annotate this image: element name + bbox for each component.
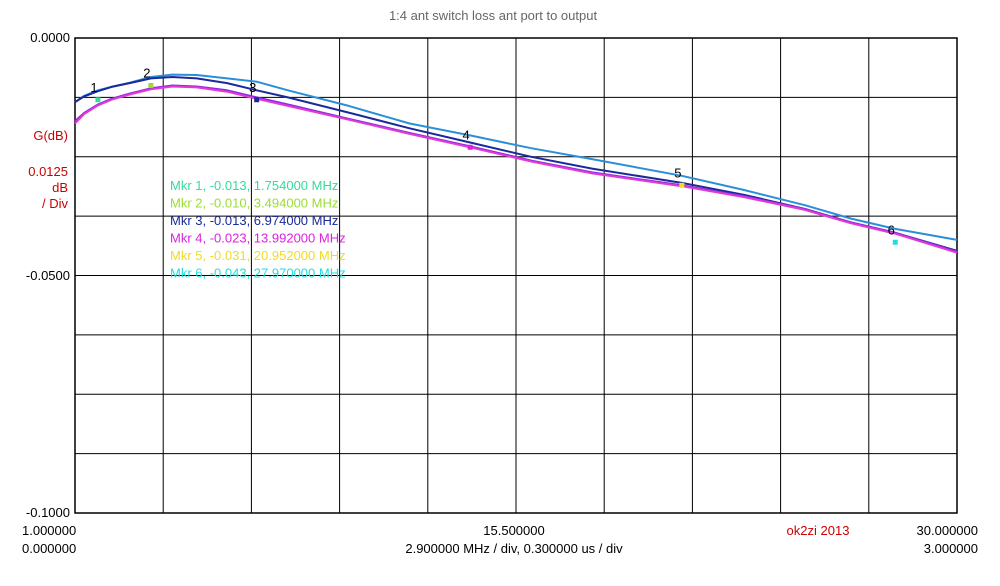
- credit-label: ok2zi 2013: [787, 523, 850, 538]
- x-division-label: 2.900000 MHz / div, 0.300000 us / div: [405, 541, 623, 556]
- marker-number-2: 2: [143, 66, 150, 81]
- marker-number-3: 3: [249, 80, 256, 95]
- x-start-time: 0.000000: [22, 541, 76, 556]
- y-scale-value: 0.0125: [28, 164, 68, 179]
- marker-legend: Mkr 1, -0.013, 1.754000 MHz Mkr 2, -0.010…: [170, 178, 346, 281]
- marker-point-5: [679, 182, 685, 188]
- marker-legend-entry-1: Mkr 1, -0.013, 1.754000 MHz: [170, 178, 338, 193]
- trace-line-4: [74, 85, 958, 254]
- marker-point-2: [148, 83, 154, 88]
- y-tick-top: 0.0000: [30, 30, 70, 45]
- marker-point-6: [892, 239, 898, 245]
- marker-point-3: [254, 97, 260, 103]
- y-scale-unit: dB: [52, 180, 68, 195]
- marker-number-1: 1: [90, 80, 97, 95]
- x-stop-time: 3.000000: [924, 541, 978, 556]
- marker-legend-entry-4: Mkr 4, -0.023, 13.992000 MHz: [170, 231, 346, 246]
- x-stop-freq: 30.000000: [917, 523, 978, 538]
- y-tick-mid: -0.0500: [26, 268, 70, 283]
- marker-point-1: [95, 97, 101, 103]
- marker-number-6: 6: [888, 222, 895, 237]
- marker-legend-entry-2: Mkr 2, -0.010, 3.494000 MHz: [170, 196, 338, 211]
- plot-grid: [75, 38, 957, 513]
- marker-legend-entry-6: Mkr 6, -0.043, 27.970000 MHz: [170, 266, 346, 281]
- marker-points: 1 2 3 4 5 6: [90, 66, 898, 245]
- marker-number-5: 5: [674, 165, 681, 180]
- marker-number-4: 4: [463, 127, 470, 142]
- chart-title: 1:4 ant switch loss ant port to output: [389, 8, 598, 23]
- trace-group: [74, 73, 958, 254]
- marker-point-4: [467, 144, 473, 150]
- y-unit-label: G(dB): [33, 128, 68, 143]
- y-scale-per-div: / Div: [42, 196, 69, 211]
- marker-legend-entry-5: Mkr 5, -0.031, 20.952000 MHz: [170, 248, 346, 263]
- y-tick-bottom: -0.1000: [26, 505, 70, 520]
- x-center-freq: 15.500000: [483, 523, 544, 538]
- x-start-freq: 1.000000: [22, 523, 76, 538]
- marker-legend-entry-3: Mkr 3, -0.013, 6.974000 MHz: [170, 213, 338, 228]
- plot-frame: [74, 37, 958, 514]
